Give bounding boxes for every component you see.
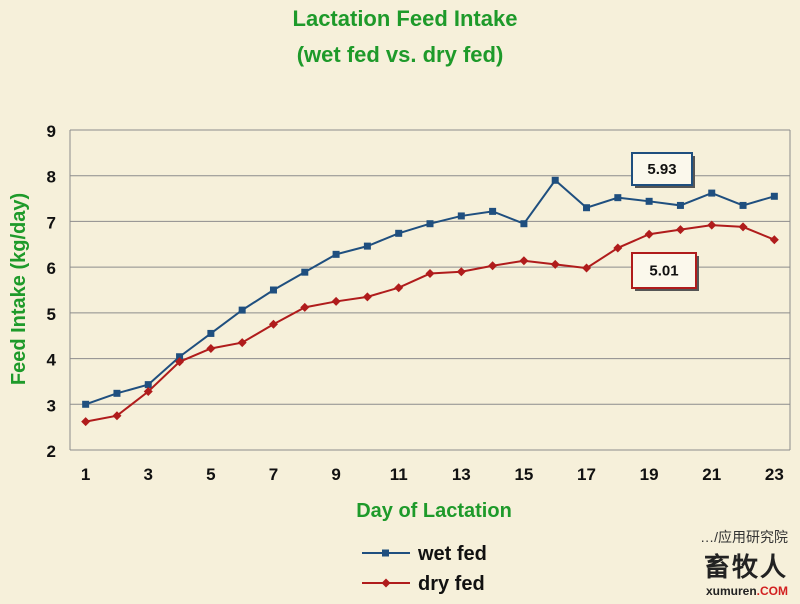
data-point-dry-fed: [268, 319, 278, 329]
legend: wet fed dry fed: [362, 543, 487, 595]
watermark-url: xumuren.COM: [700, 584, 788, 598]
watermark-url-suffix: .COM: [756, 584, 788, 598]
data-point-dry-fed: [488, 261, 498, 271]
data-point-wet-fed: [770, 192, 778, 200]
data-point-dry-fed: [300, 302, 310, 312]
x-tick-label: 5: [206, 465, 215, 484]
data-point-dry-fed: [331, 296, 341, 306]
x-tick-label: 7: [269, 465, 278, 484]
data-point-dry-fed: [550, 259, 560, 269]
data-point-wet-fed: [176, 353, 184, 361]
data-point-dry-fed: [675, 225, 685, 235]
data-point-wet-fed: [363, 242, 371, 250]
data-point-wet-fed: [395, 229, 403, 237]
annotation-box: [631, 152, 693, 186]
x-tick-label: 9: [331, 465, 340, 484]
data-point-wet-fed: [645, 197, 653, 205]
y-axis-label: Feed Intake (kg/day): [8, 193, 30, 385]
data-point-dry-fed: [769, 235, 779, 245]
data-point-dry-fed: [175, 357, 185, 367]
data-point-wet-fed: [238, 306, 246, 314]
watermark-top-text: …/应用研究院: [700, 529, 788, 545]
chart-title: Lactation Feed Intake: [293, 6, 518, 31]
data-point-wet-fed: [426, 220, 434, 228]
y-tick-label: 9: [47, 122, 56, 141]
y-tick-label: 2: [47, 442, 56, 461]
data-point-dry-fed: [644, 229, 654, 239]
data-point-dry-fed: [206, 344, 216, 354]
x-tick-label: 3: [144, 465, 153, 484]
data-point-dry-fed: [738, 222, 748, 232]
data-point-wet-fed: [113, 389, 121, 397]
watermark: …/应用研究院 畜牧人 xumuren.COM: [700, 527, 788, 598]
data-point-wet-fed: [583, 204, 591, 212]
legend-marker-dry-fed: [381, 578, 391, 588]
data-point-wet-fed: [269, 286, 277, 294]
x-tick-label: 1: [81, 465, 90, 484]
legend-label-dry-fed: dry fed: [418, 573, 485, 595]
y-tick-label: 3: [47, 396, 56, 415]
y-tick-label: 7: [47, 213, 56, 232]
data-point-dry-fed: [237, 338, 247, 348]
data-point-wet-fed: [489, 207, 497, 215]
legend-label-wet-fed: wet fed: [417, 543, 487, 565]
data-point-dry-fed: [613, 243, 623, 253]
data-point-wet-fed: [457, 212, 465, 220]
chart-subtitle: (wet fed vs. dry fed): [297, 42, 504, 67]
series-layer: [81, 176, 779, 427]
y-tick-label: 5: [47, 305, 56, 324]
data-point-wet-fed: [144, 381, 152, 389]
data-point-wet-fed: [520, 220, 528, 228]
y-tick-label: 8: [47, 168, 56, 187]
x-tick-label: 15: [514, 465, 533, 484]
annotation-label: 5.01: [649, 263, 678, 280]
x-tick-label: 19: [640, 465, 659, 484]
y-tick-label: 4: [47, 351, 57, 370]
data-point-wet-fed: [614, 194, 622, 202]
data-point-wet-fed: [739, 201, 747, 209]
data-point-wet-fed: [207, 329, 215, 337]
data-point-wet-fed: [301, 268, 309, 276]
annotation-label: 5.93: [647, 161, 676, 178]
data-point-dry-fed: [707, 220, 717, 230]
data-point-wet-fed: [551, 176, 559, 184]
annotations: 5.93 5.01: [631, 152, 699, 291]
data-point-dry-fed: [112, 411, 122, 421]
series-line-wet-fed: [85, 178, 775, 406]
legend-marker-wet-fed: [382, 549, 389, 557]
data-point-dry-fed: [582, 263, 592, 273]
x-tick-label: 17: [577, 465, 596, 484]
data-point-dry-fed: [81, 417, 91, 427]
x-tick-label: 23: [765, 465, 784, 484]
x-tick-label: 11: [390, 465, 408, 484]
annotation-box: [631, 252, 697, 289]
data-point-dry-fed: [394, 283, 404, 293]
y-tick-label: 6: [47, 259, 56, 278]
data-point-dry-fed: [519, 256, 529, 266]
x-tick-label: 13: [452, 465, 471, 484]
data-point-dry-fed: [143, 386, 153, 396]
x-tick-label: 21: [702, 465, 721, 484]
data-point-dry-fed: [362, 292, 372, 302]
data-point-wet-fed: [676, 201, 684, 209]
data-point-wet-fed: [82, 400, 90, 408]
data-point-wet-fed: [332, 250, 340, 258]
data-point-wet-fed: [708, 189, 716, 197]
data-point-dry-fed: [456, 267, 466, 277]
x-axis-label: Day of Lactation: [356, 500, 512, 522]
watermark-brand: 畜牧人: [703, 552, 788, 582]
watermark-url-name: xumuren: [705, 584, 757, 598]
data-point-dry-fed: [425, 269, 435, 279]
